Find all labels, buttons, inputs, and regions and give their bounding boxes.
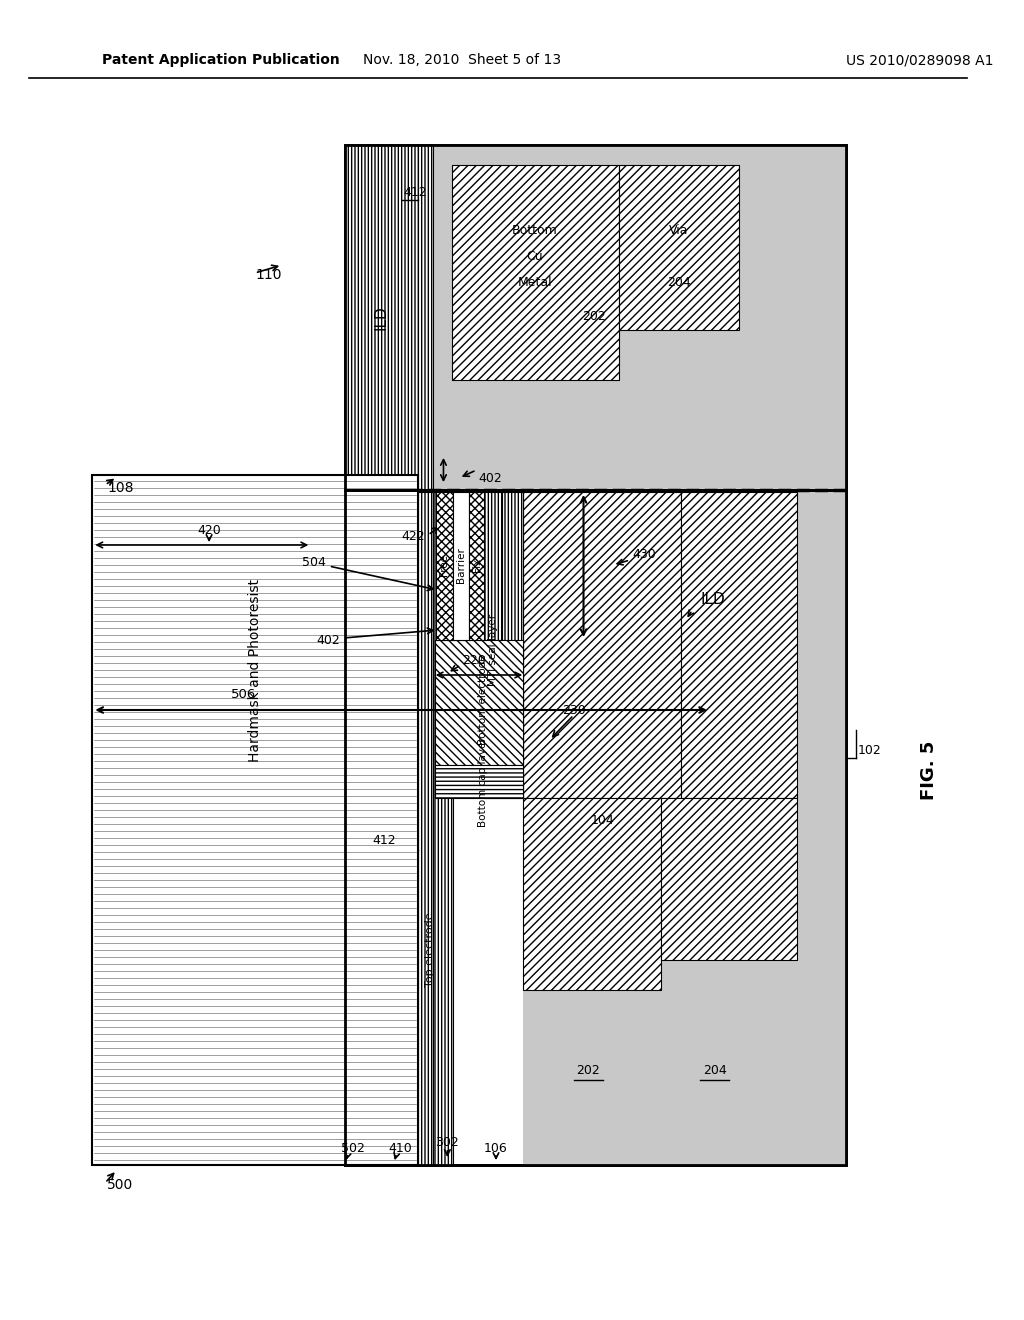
Text: Via: Via xyxy=(669,223,688,236)
Text: US 2010/0289098 A1: US 2010/0289098 A1 xyxy=(846,53,993,67)
Text: 402: 402 xyxy=(316,634,340,647)
Bar xyxy=(435,640,523,766)
Bar xyxy=(523,799,662,990)
Bar xyxy=(662,799,798,960)
Text: 108: 108 xyxy=(106,480,133,495)
Text: ILD: ILD xyxy=(700,593,725,607)
Text: Top electrode: Top electrode xyxy=(425,912,435,987)
Text: 420: 420 xyxy=(198,524,221,536)
Text: 106: 106 xyxy=(484,1142,508,1155)
Bar xyxy=(435,492,454,640)
Bar xyxy=(345,490,846,1166)
Text: ILD: ILD xyxy=(374,305,389,330)
Text: Fix: Fix xyxy=(471,558,481,572)
Bar xyxy=(469,492,484,640)
Bar xyxy=(345,145,418,490)
Text: 500: 500 xyxy=(106,1177,133,1192)
Bar xyxy=(418,145,433,490)
Text: 204: 204 xyxy=(702,1064,727,1077)
Text: 302: 302 xyxy=(435,1137,459,1150)
Text: 402: 402 xyxy=(478,471,502,484)
Bar xyxy=(618,165,739,330)
Text: Cu: Cu xyxy=(526,249,543,263)
Bar xyxy=(418,492,433,1166)
Text: 230: 230 xyxy=(562,704,586,717)
Text: Barrier: Barrier xyxy=(456,546,466,583)
Text: Metal: Metal xyxy=(517,276,552,289)
Bar xyxy=(345,145,846,1166)
Bar xyxy=(453,165,846,490)
Text: Bottom: Bottom xyxy=(512,223,558,236)
Text: Free: Free xyxy=(439,554,450,576)
Text: MTJ seal layer: MTJ seal layer xyxy=(488,614,498,686)
Bar xyxy=(618,145,846,490)
Text: 202: 202 xyxy=(577,1064,600,1077)
Text: Bottom electrode: Bottom electrode xyxy=(478,655,488,746)
Text: FIG. 5: FIG. 5 xyxy=(920,741,938,800)
Bar xyxy=(454,492,469,640)
Text: 422: 422 xyxy=(401,529,425,543)
Text: 102: 102 xyxy=(858,743,882,756)
Text: 412: 412 xyxy=(373,833,396,846)
Text: 430: 430 xyxy=(632,549,656,561)
Bar xyxy=(345,145,846,490)
Text: 504: 504 xyxy=(302,557,326,569)
Bar xyxy=(523,492,681,799)
Text: 412: 412 xyxy=(403,186,427,199)
Text: 204: 204 xyxy=(667,276,690,289)
Bar xyxy=(345,492,418,1166)
Text: Nov. 18, 2010  Sheet 5 of 13: Nov. 18, 2010 Sheet 5 of 13 xyxy=(362,53,561,67)
Bar xyxy=(502,492,523,799)
Text: 104: 104 xyxy=(591,813,614,826)
Text: 110: 110 xyxy=(256,268,283,282)
Bar xyxy=(523,492,846,1166)
Bar xyxy=(92,475,418,1166)
Text: Hardmask and Photoresist: Hardmask and Photoresist xyxy=(248,578,262,762)
Text: 410: 410 xyxy=(389,1142,413,1155)
Bar xyxy=(435,640,506,766)
Bar xyxy=(418,145,618,490)
Text: Bottom cap layer: Bottom cap layer xyxy=(478,737,488,826)
Text: 202: 202 xyxy=(583,309,606,322)
Text: 506: 506 xyxy=(230,689,256,701)
Bar xyxy=(433,492,454,1166)
Bar xyxy=(681,492,798,799)
Text: 220: 220 xyxy=(462,653,485,667)
Bar xyxy=(484,492,502,799)
Text: Patent Application Publication: Patent Application Publication xyxy=(102,53,340,67)
Bar xyxy=(435,766,523,799)
Bar xyxy=(453,165,618,380)
Text: 502: 502 xyxy=(341,1142,365,1155)
